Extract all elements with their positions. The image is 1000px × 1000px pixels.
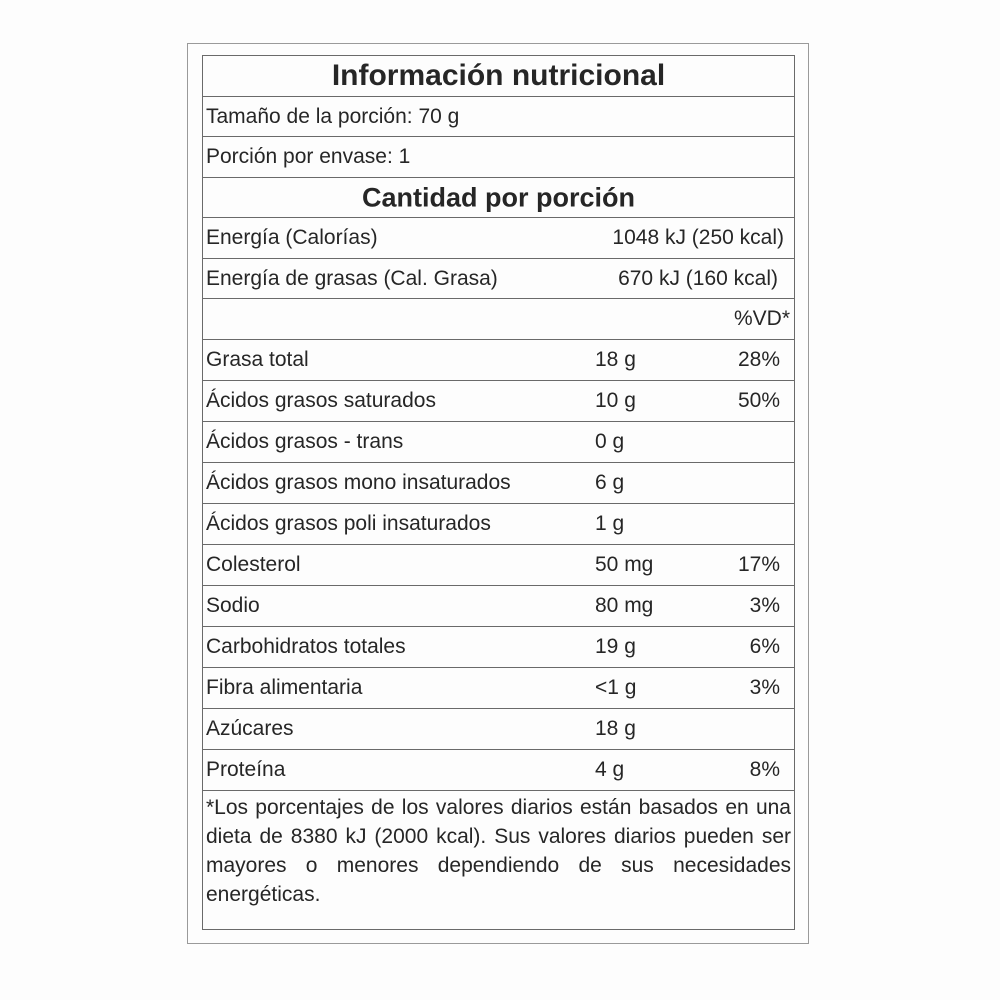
fat-energy-row: Energía de grasas (Cal. Grasa) 670 kJ (1… <box>203 259 794 299</box>
nutrient-amount: 80 mg <box>595 594 654 617</box>
nutrient-row: Ácidos grasos - trans 0 g <box>203 422 794 463</box>
amount-header-row: Cantidad por porción <box>203 178 794 218</box>
label-title: Información nutricional <box>331 59 666 92</box>
nutrient-amount: 4 g <box>595 758 625 781</box>
nutrient-daily-value: 6% <box>749 635 780 658</box>
nutrient-amount: 18 g <box>595 717 636 740</box>
nutrient-daily-value: 3% <box>749 594 780 617</box>
nutrient-name: Fibra alimentaria <box>206 676 363 699</box>
nutrient-row: Colesterol 50 mg 17% <box>203 545 794 586</box>
nutrient-row: Sodio 80 mg 3% <box>203 586 794 627</box>
nutrient-row: Azúcares 18 g <box>203 709 794 750</box>
nutrient-name: Grasa total <box>206 348 309 371</box>
nutrient-name: Sodio <box>206 594 260 617</box>
label-outer-border <box>187 43 809 944</box>
nutrient-daily-value: 28% <box>737 348 780 371</box>
nutrient-row: Grasa total 18 g 28% <box>203 340 794 381</box>
nutrition-facts-table: Información nutricional Tamaño de la por… <box>202 55 795 930</box>
nutrient-row: Fibra alimentaria <1 g 3% <box>203 668 794 709</box>
nutrient-name: Ácidos grasos saturados <box>206 389 436 412</box>
fat-energy-label: Energía de grasas (Cal. Grasa) <box>206 266 498 290</box>
nutrient-name: Ácidos grasos - trans <box>206 430 404 453</box>
nutrient-name: Azúcares <box>206 717 294 740</box>
nutrient-row: Ácidos grasos saturados 10 g 50% <box>203 381 794 422</box>
title-row: Información nutricional <box>203 56 794 97</box>
nutrient-row: Carbohidratos totales 19 g 6% <box>203 627 794 668</box>
nutrient-row: Proteína 4 g 8% <box>203 750 794 791</box>
nutrient-daily-value: 17% <box>737 553 780 576</box>
amount-header: Cantidad por porción <box>362 182 635 212</box>
energy-row: Energía (Calorías) 1048 kJ (250 kcal) <box>203 218 794 259</box>
nutrient-amount: 19 g <box>595 635 636 658</box>
nutrient-amount: 6 g <box>595 471 625 494</box>
nutrient-amount: 1 g <box>595 512 625 535</box>
nutrient-name: Carbohidratos totales <box>206 635 406 658</box>
nutrient-name: Proteína <box>206 758 286 781</box>
energy-label: Energía (Calorías) <box>206 226 378 249</box>
nutrient-row: Ácidos grasos mono insaturados 6 g <box>203 463 794 504</box>
energy-value: 1048 kJ (250 kcal) <box>612 226 784 249</box>
servings-row: Porción por envase: 1 <box>203 137 794 178</box>
nutrient-amount: 10 g <box>595 389 636 412</box>
nutrient-amount: <1 g <box>595 676 637 699</box>
vd-header: %VD* <box>733 307 790 330</box>
nutrient-row: Ácidos grasos poli insaturados 1 g <box>203 504 794 545</box>
servings-per-container: Porción por envase: 1 <box>206 145 411 168</box>
serving-size-row: Tamaño de la porción: 70 g <box>203 97 794 137</box>
nutrient-name: Ácidos grasos mono insaturados <box>206 471 511 494</box>
nutrient-daily-value: 8% <box>749 758 780 781</box>
nutrient-name: Ácidos grasos poli insaturados <box>206 512 491 535</box>
nutrient-amount: 50 mg <box>595 553 654 576</box>
nutrient-daily-value: 3% <box>749 676 780 699</box>
nutrient-amount: 18 g <box>595 348 636 371</box>
nutrient-amount: 0 g <box>595 430 625 453</box>
fat-energy-value: 670 kJ (160 kcal) <box>618 266 778 290</box>
footnote: *Los porcentajes de los valores diarios … <box>206 796 791 906</box>
vd-header-row: %VD* <box>203 299 794 340</box>
serving-size: Tamaño de la porción: 70 g <box>206 104 460 128</box>
nutrient-daily-value: 50% <box>737 389 780 412</box>
nutrient-name: Colesterol <box>206 553 301 576</box>
